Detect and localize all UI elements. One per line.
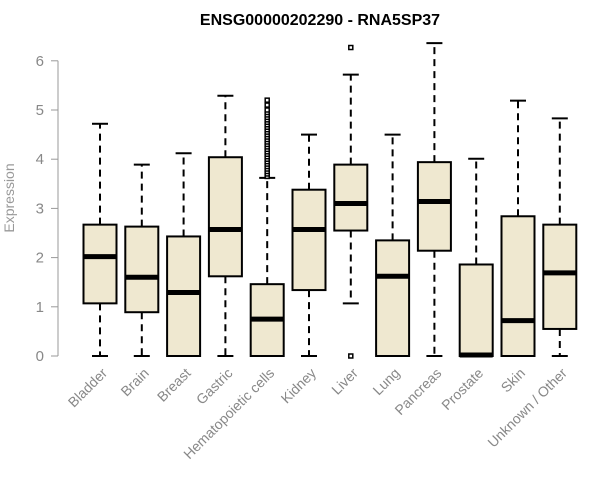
iqr-box [333, 163, 369, 232]
box-brain [124, 163, 160, 357]
y-tick-label: 2 [36, 250, 44, 267]
y-axis: 0 1 2 3 4 5 6 [36, 53, 59, 365]
boxes-group [82, 42, 578, 359]
box-pancreas [416, 42, 452, 357]
y-tick-label: 1 [36, 299, 44, 316]
box-gastric [207, 94, 243, 357]
iqr-box [82, 223, 118, 305]
iqr-box [291, 188, 327, 292]
category-label: Lung [369, 365, 402, 398]
category-label: Kidney [278, 365, 320, 407]
y-tick-label: 3 [36, 200, 44, 217]
box-prostate [458, 157, 494, 358]
category-label: Unknown / Other [484, 365, 570, 451]
iqr-box [416, 161, 452, 252]
outlier-point [264, 97, 270, 103]
box-unknown-other [542, 117, 578, 357]
outlier-point [348, 44, 354, 51]
iqr-box [207, 156, 243, 278]
category-label: Breast [154, 365, 194, 405]
y-tick-label: 0 [36, 348, 44, 365]
box-breast [166, 152, 202, 357]
chart-title: ENSG00000202290 - RNA5SP37 [200, 12, 440, 29]
box-lung [375, 133, 411, 358]
y-tick-label: 6 [36, 53, 44, 70]
iqr-box [458, 263, 494, 358]
iqr-box [124, 225, 160, 314]
box-bladder [82, 122, 118, 357]
category-label: Brain [117, 365, 151, 399]
box-kidney [291, 133, 327, 357]
outlier-point [348, 353, 354, 359]
y-axis-label: Expression [1, 163, 17, 232]
category-label: Prostate [438, 365, 486, 413]
outlier-point [264, 107, 270, 113]
iqr-box [166, 235, 202, 357]
box-liver [333, 44, 369, 359]
category-label: Skin [498, 365, 529, 396]
iqr-box [375, 239, 411, 358]
category-label: Liver [328, 365, 361, 398]
category-label: Bladder [65, 365, 111, 411]
iqr-box [542, 223, 578, 330]
outlier-point [264, 102, 270, 108]
y-tick-label: 4 [36, 151, 44, 168]
y-tick-label: 5 [36, 102, 44, 119]
box-hematopoietic-cells [249, 97, 285, 357]
iqr-box [500, 215, 536, 357]
box-skin [500, 99, 536, 357]
